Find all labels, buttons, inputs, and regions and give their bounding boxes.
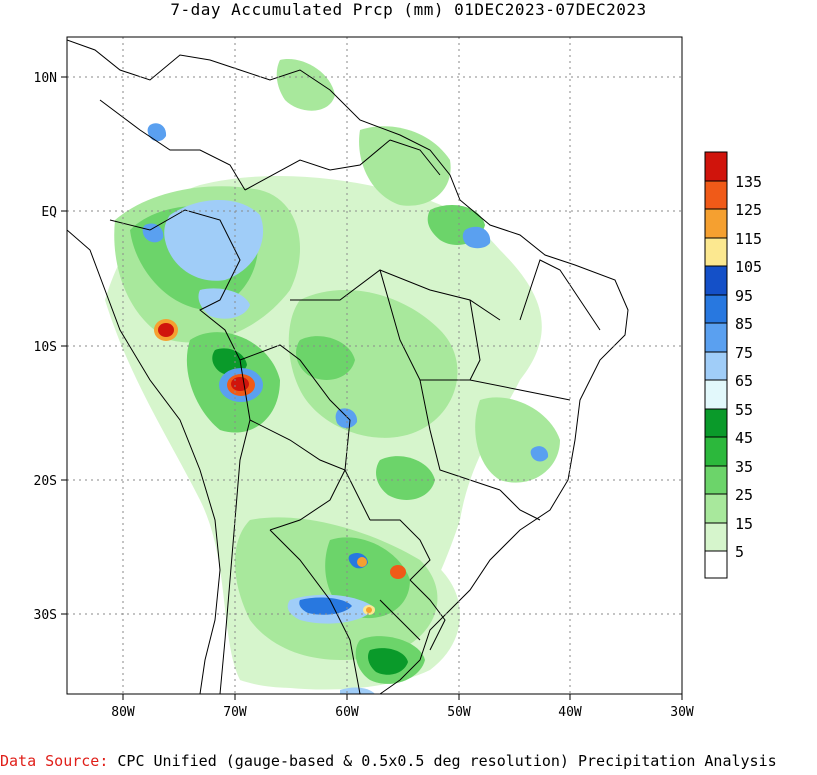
precip-field-blue — [142, 223, 164, 243]
border-line — [389, 139, 441, 176]
legend-swatch — [704, 436, 728, 467]
x-tick-label: 30W — [670, 705, 694, 720]
legend-swatch — [704, 351, 728, 381]
border-line — [419, 379, 501, 491]
precip-hotspot — [366, 607, 372, 613]
precip-hotspot — [357, 557, 367, 567]
border-line — [519, 259, 601, 331]
border-line — [379, 269, 571, 401]
y-tick-label: 30S — [34, 608, 57, 623]
legend-label: 55 — [735, 401, 753, 419]
precip-field-blue — [462, 226, 491, 249]
precip-field-blue — [340, 687, 375, 694]
plot-frame — [66, 36, 683, 695]
coastline — [67, 229, 221, 694]
precip-fields — [105, 59, 560, 694]
border-line — [379, 599, 421, 641]
legend-swatch — [704, 550, 728, 579]
x-tick-label: 80W — [111, 705, 135, 720]
legend-swatch — [704, 180, 728, 210]
legend-label: 75 — [735, 344, 753, 362]
precip-field-blue — [335, 408, 358, 429]
coastline — [67, 39, 629, 694]
border-line — [219, 419, 251, 694]
y-tick-label: 20S — [34, 474, 57, 489]
border-line — [499, 489, 541, 521]
legend-swatch — [704, 265, 728, 296]
legend-label: 5 — [735, 543, 744, 561]
legend-swatch — [704, 379, 728, 410]
border-line — [99, 99, 246, 191]
x-tick-label: 60W — [335, 705, 359, 720]
legend-label: 135 — [735, 173, 762, 191]
legend-swatch — [704, 465, 728, 495]
data-source-label: Data Source: — [0, 752, 109, 770]
legend-label: 115 — [735, 230, 762, 248]
gridlines — [67, 37, 682, 694]
precip-hotspot — [158, 323, 174, 337]
border-line — [249, 419, 371, 521]
legend-swatch — [704, 322, 728, 353]
legend-label: 35 — [735, 458, 753, 476]
legend-swatch — [704, 151, 728, 182]
border-line — [109, 209, 251, 421]
legend-label: 45 — [735, 429, 753, 447]
tick-marks — [61, 76, 683, 700]
y-tick-label: EQ — [41, 205, 57, 220]
legend-swatch — [704, 237, 728, 267]
border-line — [409, 579, 446, 651]
data-source-footer: Data Source: CPC Unified (gauge-based & … — [0, 752, 817, 770]
y-tick-label: 10N — [34, 71, 57, 86]
precip-field-mid — [276, 59, 335, 111]
precip-field-green — [376, 456, 435, 500]
legend-colorbar — [704, 151, 728, 579]
legend-label: 25 — [735, 486, 753, 504]
x-tick-label: 50W — [447, 705, 471, 720]
legend-swatch — [704, 208, 728, 239]
legend-label: 85 — [735, 315, 753, 333]
legend-label: 105 — [735, 258, 762, 276]
border-line — [469, 299, 481, 381]
legend-swatch — [704, 493, 728, 524]
precip-field-blue — [299, 597, 352, 615]
precip-hotspot — [231, 377, 249, 391]
precip-field-green — [296, 336, 355, 380]
y-tick-label: 10S — [34, 340, 57, 355]
border-line — [269, 469, 346, 531]
precip-field-blue — [147, 123, 167, 142]
precip-field-blue — [198, 288, 250, 319]
precip-field-blue — [164, 200, 264, 281]
x-tick-label: 40W — [558, 705, 582, 720]
legend-label: 125 — [735, 201, 762, 219]
legend-label: 65 — [735, 372, 753, 390]
legend-label: 95 — [735, 287, 753, 305]
data-source-text: CPC Unified (gauge-based & 0.5x0.5 deg r… — [117, 752, 777, 770]
precip-hotspot — [390, 565, 406, 579]
border-line — [269, 529, 361, 694]
border-line — [290, 269, 501, 321]
legend-label: 15 — [735, 515, 753, 533]
precip-field-blue — [530, 446, 549, 462]
legend-swatch — [704, 522, 728, 552]
legend-swatch — [704, 294, 728, 324]
border-line — [370, 519, 431, 581]
precip-field-dark — [368, 648, 408, 675]
border-line — [239, 344, 351, 471]
map-title: 7-day Accumulated Prcp (mm) 01DEC2023-07… — [170, 0, 647, 19]
border-line — [244, 139, 391, 191]
country-borders — [67, 39, 629, 694]
legend-swatch — [704, 408, 728, 438]
x-tick-label: 70W — [223, 705, 247, 720]
